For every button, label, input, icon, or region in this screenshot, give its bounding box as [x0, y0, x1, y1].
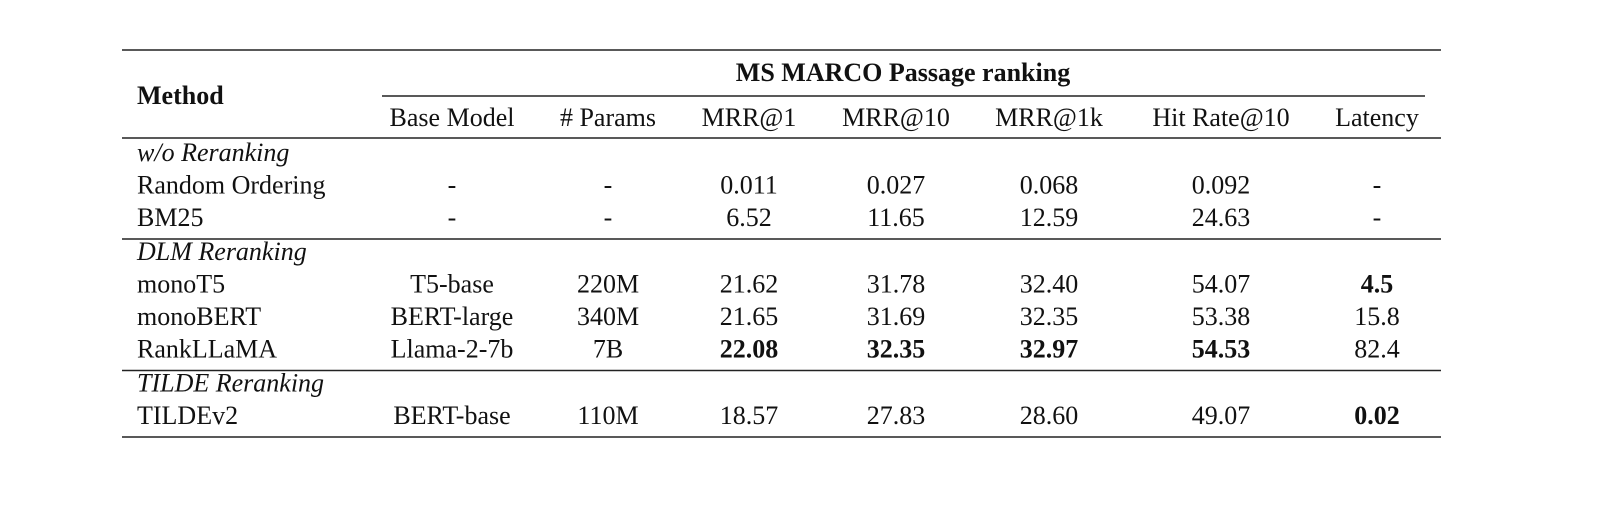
- cell: 0.02: [1354, 401, 1400, 430]
- column-header: MRR@1: [702, 103, 797, 132]
- cell: 32.35: [867, 334, 926, 363]
- cell: 32.40: [1020, 269, 1079, 298]
- cell: 0.027: [867, 170, 926, 199]
- cell: T5-base: [410, 269, 494, 298]
- group-title: TILDE Reranking: [137, 368, 324, 397]
- cell: 220M: [577, 269, 639, 298]
- cell: 82.4: [1354, 334, 1400, 363]
- cell: 18.57: [720, 401, 779, 430]
- cell: 21.65: [720, 302, 779, 331]
- cell: 0.068: [1020, 170, 1079, 199]
- cell: BERT-base: [393, 401, 510, 430]
- cell: 54.07: [1192, 269, 1251, 298]
- cell: 110M: [577, 401, 638, 430]
- cell: 11.65: [867, 203, 925, 232]
- column-header: Latency: [1335, 103, 1419, 132]
- cell: -: [604, 170, 613, 199]
- cell: 49.07: [1192, 401, 1251, 430]
- cell: -: [1373, 203, 1382, 232]
- cell: 12.59: [1020, 203, 1079, 232]
- cell: 0.011: [720, 170, 778, 199]
- method-name: BM25: [137, 203, 203, 232]
- cell: 22.08: [720, 334, 779, 363]
- cell: 32.35: [1020, 302, 1079, 331]
- cell: 28.60: [1020, 401, 1079, 430]
- cell: 32.97: [1020, 334, 1079, 363]
- cell: 4.5: [1361, 269, 1394, 298]
- method-header: Method: [137, 81, 224, 110]
- cell: 340M: [577, 302, 639, 331]
- cell: 0.092: [1192, 170, 1251, 199]
- cell: 31.78: [867, 269, 926, 298]
- cell: 31.69: [867, 302, 926, 331]
- method-name: monoBERT: [137, 302, 261, 331]
- cell: 15.8: [1354, 302, 1400, 331]
- cell: 7B: [593, 334, 623, 363]
- cell: 24.63: [1192, 203, 1251, 232]
- cell: 53.38: [1192, 302, 1251, 331]
- cell: -: [604, 203, 613, 232]
- method-name: Random Ordering: [137, 170, 325, 199]
- cell: BERT-large: [391, 302, 514, 331]
- group-title: w/o Reranking: [137, 138, 289, 167]
- cell: 21.62: [720, 269, 779, 298]
- column-header: # Params: [560, 103, 656, 132]
- column-header: MRR@1k: [995, 103, 1103, 132]
- method-name: RankLLaMA: [137, 334, 277, 363]
- cell: -: [448, 170, 457, 199]
- column-header: Base Model: [390, 103, 515, 132]
- column-header: MRR@10: [842, 103, 950, 132]
- cell: 54.53: [1192, 334, 1251, 363]
- group-title: DLM Reranking: [136, 237, 307, 266]
- method-name: TILDEv2: [137, 401, 238, 430]
- column-header: Hit Rate@10: [1152, 103, 1289, 132]
- cell: 6.52: [726, 203, 772, 232]
- cell: 27.83: [867, 401, 926, 430]
- cell: -: [448, 203, 457, 232]
- method-name: monoT5: [137, 269, 225, 298]
- cell: -: [1373, 170, 1382, 199]
- group-header: MS MARCO Passage ranking: [736, 58, 1070, 87]
- cell: Llama-2-7b: [391, 334, 514, 363]
